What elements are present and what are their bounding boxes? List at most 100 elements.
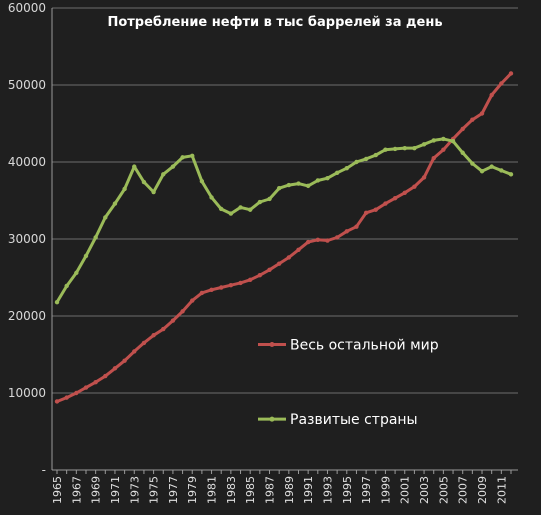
data-point xyxy=(431,155,436,161)
data-point xyxy=(296,247,301,252)
data-point xyxy=(479,111,485,116)
x-tick-label: 1979 xyxy=(186,476,199,504)
data-point xyxy=(412,184,417,189)
data-point xyxy=(470,117,475,122)
x-tick-label: 1997 xyxy=(360,476,373,504)
data-point xyxy=(383,201,388,206)
data-point xyxy=(64,395,69,400)
data-point xyxy=(402,190,407,195)
y-tick-label: 50000 xyxy=(8,78,46,92)
data-point xyxy=(363,210,369,216)
data-point xyxy=(383,147,388,152)
data-point xyxy=(305,183,311,189)
x-tick-label: 2001 xyxy=(399,476,412,504)
axes: - 10000 20000 30000 40000 50000 60000 1965 1967 1… xyxy=(8,1,518,504)
legend-marker xyxy=(269,341,275,347)
data-point xyxy=(315,178,321,183)
legend-marker xyxy=(269,416,275,422)
data-point xyxy=(363,156,369,162)
data-point xyxy=(479,169,485,174)
x-tick-label: 1987 xyxy=(264,476,277,504)
data-point xyxy=(180,309,185,314)
data-point xyxy=(344,229,349,234)
data-point xyxy=(151,189,156,195)
x-tick-label: 1991 xyxy=(302,476,315,504)
data-point xyxy=(180,155,185,160)
data-point xyxy=(54,299,60,305)
x-tick-label: 2009 xyxy=(476,476,489,504)
data-point xyxy=(219,285,224,290)
x-tick-label: 1969 xyxy=(90,476,103,504)
data-point xyxy=(470,161,475,166)
data-point xyxy=(170,318,176,323)
data-point xyxy=(402,145,407,151)
data-point xyxy=(267,196,272,202)
data-point xyxy=(219,206,224,212)
legend: Весь остальной мир Развитые страны xyxy=(258,337,439,428)
data-point xyxy=(499,81,504,86)
data-point xyxy=(431,138,436,143)
data-point xyxy=(103,373,108,379)
x-tick-label: 1977 xyxy=(167,476,180,504)
data-point xyxy=(334,170,340,175)
data-point xyxy=(460,150,465,155)
chart-title: Потребление нефти в тыс баррелей за день xyxy=(107,15,442,30)
data-point xyxy=(489,164,494,169)
data-point xyxy=(209,195,214,200)
data-point xyxy=(334,235,340,240)
x-tick-label: 2005 xyxy=(437,476,450,504)
data-point xyxy=(441,147,446,152)
data-point xyxy=(286,182,292,188)
gridlines xyxy=(52,7,518,394)
data-point xyxy=(373,207,378,212)
x-tick-label: 1975 xyxy=(148,476,161,504)
series-lines xyxy=(54,71,514,404)
x-tick-label: 1985 xyxy=(244,476,257,504)
data-point xyxy=(199,290,205,296)
data-point xyxy=(344,165,349,171)
data-point xyxy=(421,142,427,147)
data-point xyxy=(161,172,166,177)
data-point xyxy=(103,215,108,220)
data-point xyxy=(305,239,311,245)
data-point xyxy=(354,159,359,165)
x-tick-label: 2007 xyxy=(457,476,470,504)
y-tick-label: - xyxy=(42,463,46,477)
data-point xyxy=(296,181,301,186)
data-point xyxy=(412,145,417,151)
data-point xyxy=(228,211,234,216)
data-point xyxy=(267,267,272,272)
y-tick-label: 20000 xyxy=(8,309,46,323)
y-tick-label: 30000 xyxy=(8,232,46,246)
data-point xyxy=(276,185,282,191)
x-tick-label: 1967 xyxy=(70,476,83,504)
data-point xyxy=(238,280,243,286)
data-point xyxy=(489,92,494,98)
y-tick-label: 10000 xyxy=(8,386,46,400)
data-point xyxy=(141,179,147,185)
x-tick-label: 1973 xyxy=(128,476,141,504)
data-point xyxy=(508,172,514,177)
data-point xyxy=(325,175,330,181)
data-point xyxy=(441,136,446,142)
data-point xyxy=(460,126,465,132)
data-point xyxy=(373,152,378,158)
data-point xyxy=(238,205,243,210)
data-point xyxy=(209,287,214,293)
data-point xyxy=(392,146,398,152)
data-point xyxy=(83,385,89,390)
data-point xyxy=(421,175,427,180)
data-point xyxy=(228,283,234,288)
data-point xyxy=(499,168,504,173)
data-point xyxy=(276,261,282,266)
data-point xyxy=(508,71,514,76)
data-point xyxy=(74,270,79,276)
data-point xyxy=(132,164,137,169)
legend-label: Весь остальной мир xyxy=(290,337,439,353)
x-tick-label: 1965 xyxy=(51,476,64,504)
data-point xyxy=(112,201,118,206)
data-point xyxy=(74,390,79,396)
